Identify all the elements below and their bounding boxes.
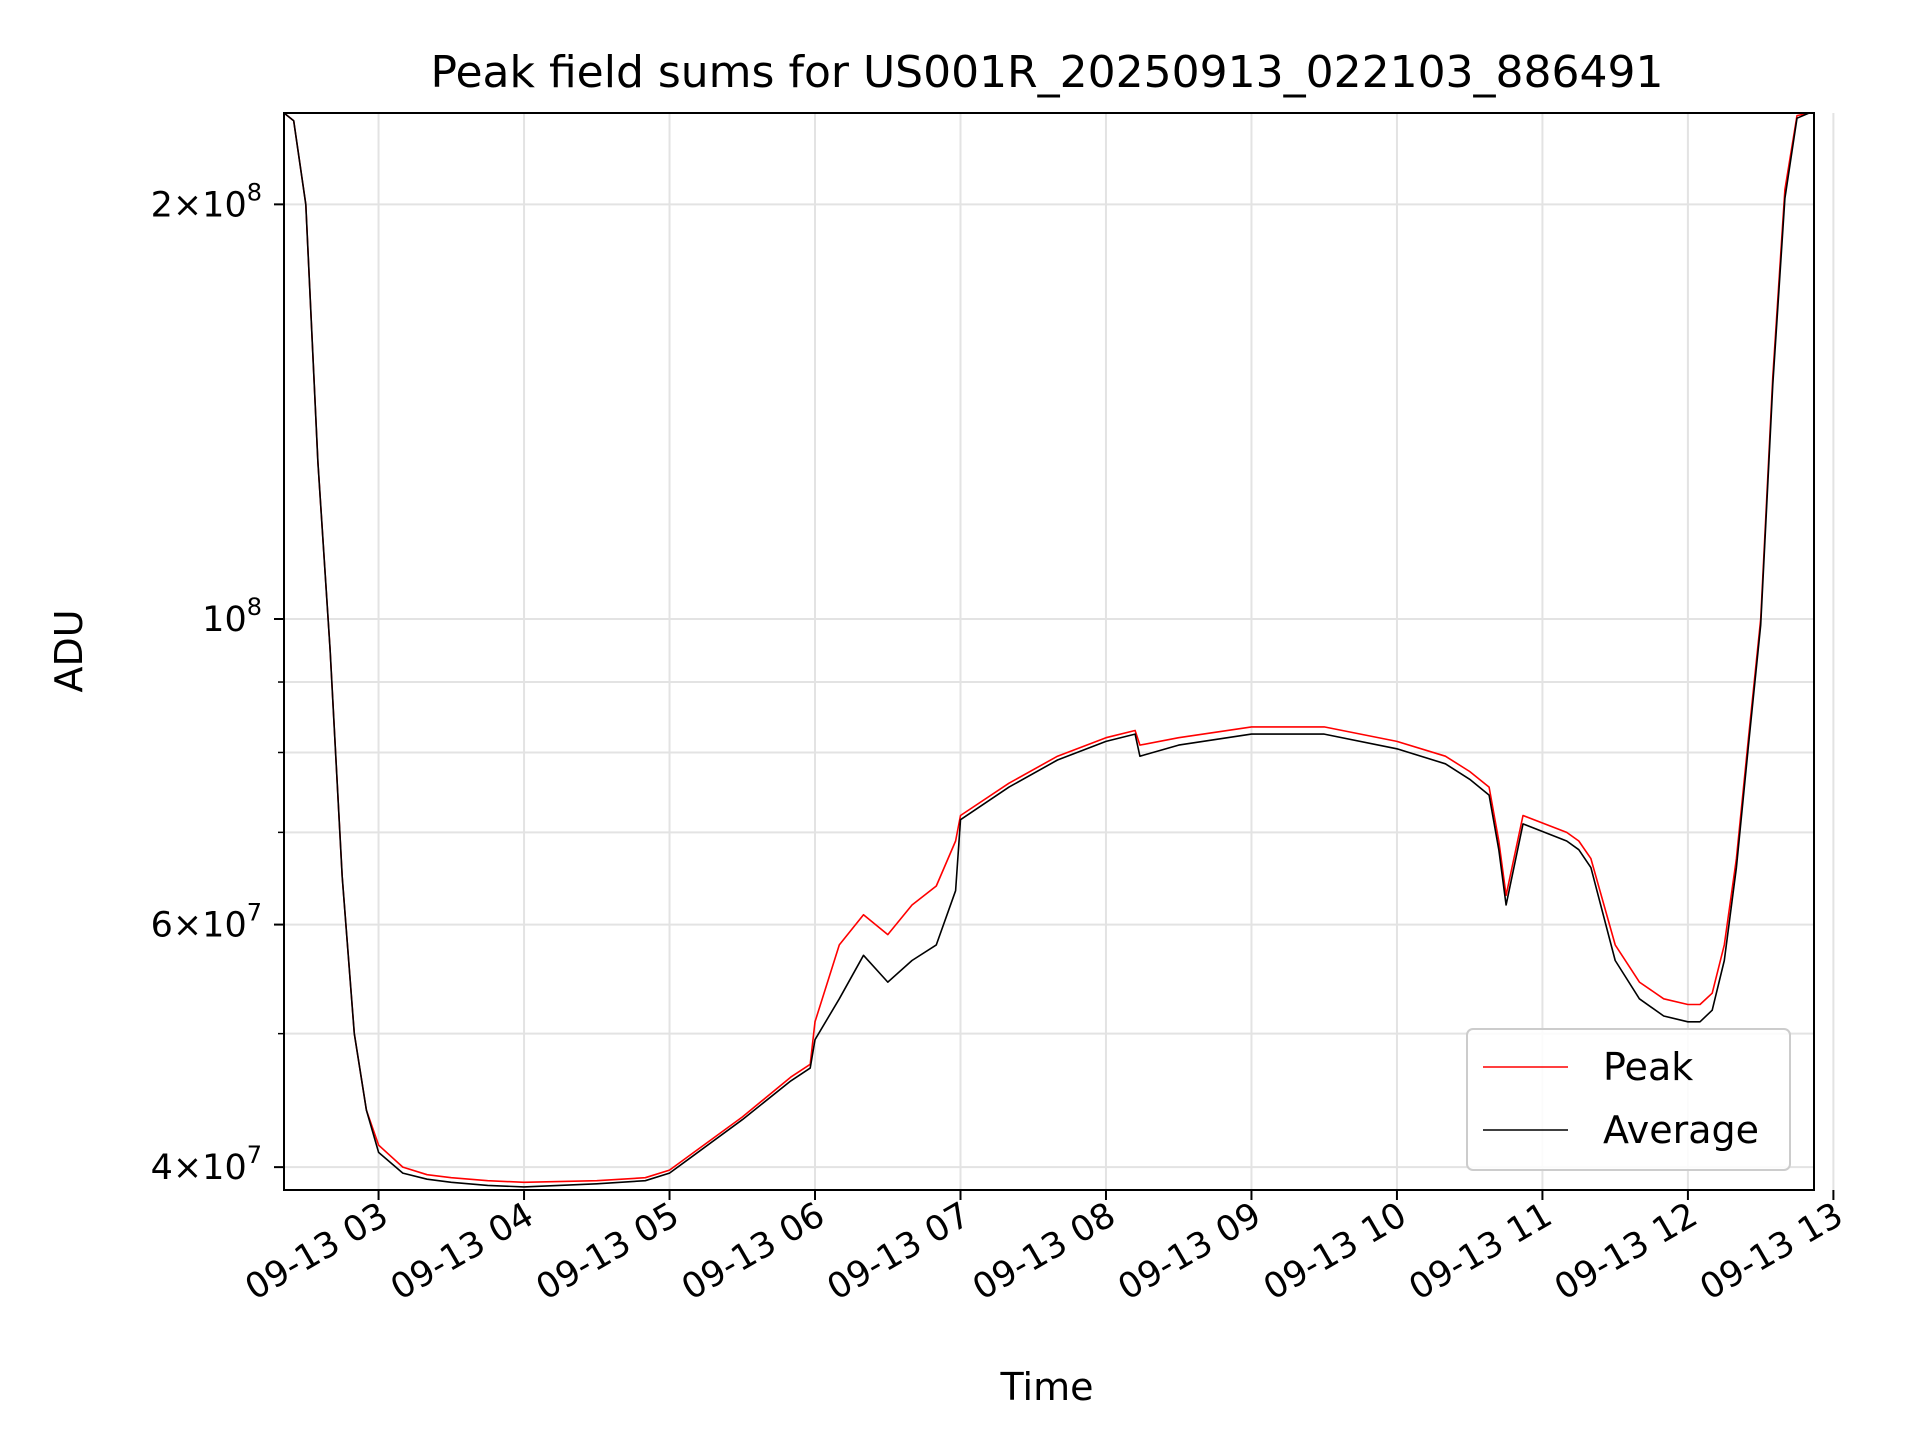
legend: Peak Average bbox=[1466, 1028, 1791, 1171]
legend-label-average: Average bbox=[1603, 1108, 1759, 1152]
y-axis-label: ADU bbox=[47, 609, 91, 692]
y-axis-ticks: 4×107 6×107 108 2×108 bbox=[151, 178, 284, 1188]
chart-title: Peak field sums for US001R_20250913_0221… bbox=[430, 47, 1663, 98]
y-tick-label: 2×108 bbox=[151, 178, 262, 225]
y-tick-label: 6×107 bbox=[151, 899, 262, 946]
y-tick-label: 108 bbox=[202, 593, 262, 640]
series-line-average bbox=[284, 113, 1814, 1188]
legend-box bbox=[1466, 1028, 1791, 1171]
x-axis-label: Time bbox=[1000, 1365, 1094, 1409]
legend-label-peak: Peak bbox=[1603, 1045, 1693, 1089]
series-line-peak bbox=[284, 113, 1814, 1184]
grid bbox=[284, 113, 1835, 1190]
y-tick-label: 4×107 bbox=[151, 1141, 262, 1188]
plot-series bbox=[284, 113, 1814, 1188]
plot-frame bbox=[283, 112, 1815, 1191]
